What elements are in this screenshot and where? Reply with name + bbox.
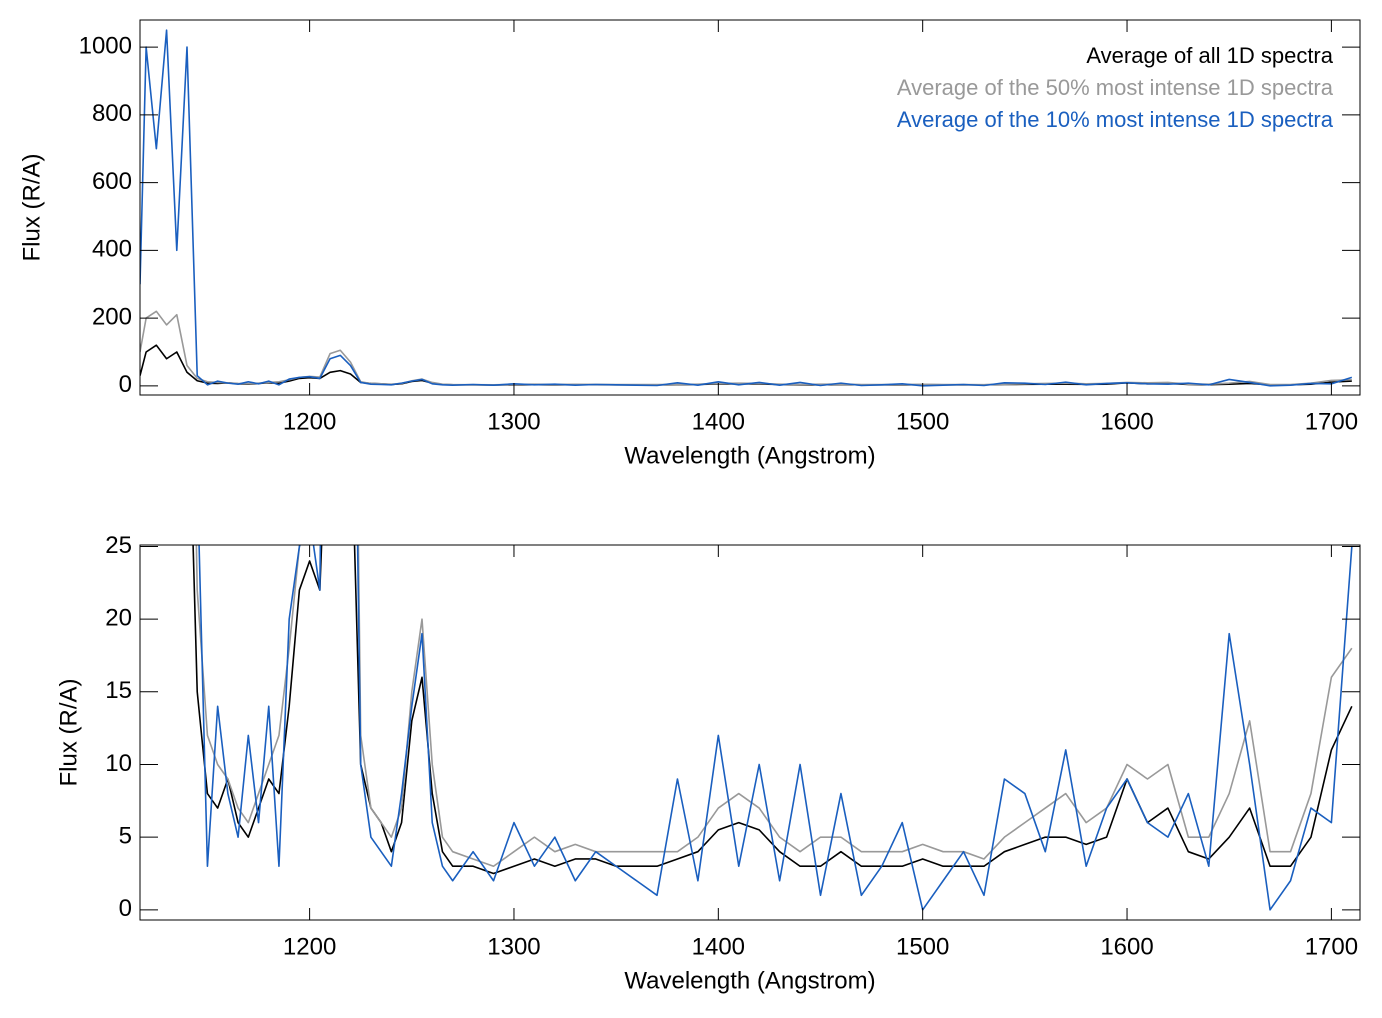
x-tick-label: 1200 [283,408,336,435]
legend-entry: Average of the 10% most intense 1D spect… [897,107,1334,132]
y-tick-label: 10 [105,750,132,777]
spectrum-line [192,545,1353,875]
y-tick-label: 5 [119,822,132,849]
legend-entry: Average of the 50% most intense 1D spect… [897,75,1334,100]
x-axis-label: Wavelength (Angstrom) [624,967,875,994]
x-tick-label: 1400 [692,408,745,435]
y-tick-label: 1000 [79,32,132,59]
x-tick-label: 1500 [896,933,949,960]
x-tick-label: 1300 [487,933,540,960]
plot-area [192,545,1353,911]
x-tick-label: 1500 [896,408,949,435]
x-tick-label: 1400 [692,933,745,960]
legend-entry: Average of all 1D spectra [1086,43,1333,68]
axes-frame [139,19,1361,396]
spectrum-line [198,545,1353,911]
y-tick-label: 400 [92,236,132,263]
spectrum-line [140,344,1352,386]
x-tick-label: 1700 [1305,408,1358,435]
x-axis-label: Wavelength (Angstrom) [624,442,875,469]
y-tick-label: 15 [105,677,132,704]
x-tick-label: 1200 [283,933,336,960]
y-tick-label: 800 [92,100,132,127]
axes-frame [139,544,1361,921]
spectrum-line [140,29,1353,387]
y-tick-label: 0 [119,895,132,922]
y-axis-label: Flux (R/A) [18,154,45,262]
x-tick-label: 1600 [1100,933,1153,960]
y-tick-label: 20 [105,604,132,631]
y-tick-label: 25 [105,532,132,559]
y-tick-label: 600 [92,168,132,195]
y-axis-label: Flux (R/A) [55,679,82,787]
legend: Average of all 1D spectra Average of the … [897,43,1334,132]
spectrum-line [195,545,1353,868]
x-tick-label: 1300 [487,408,540,435]
y-tick-label: 200 [92,303,132,330]
x-tick-label: 1700 [1305,933,1358,960]
y-tick-label: 0 [119,371,132,398]
plot-area [140,29,1353,387]
x-tick-label: 1600 [1100,408,1153,435]
